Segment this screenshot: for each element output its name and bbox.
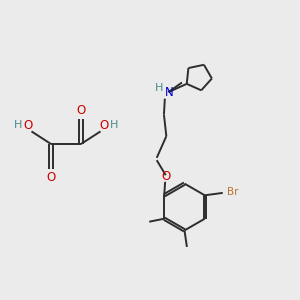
- Text: H: H: [110, 120, 118, 130]
- Text: H: H: [14, 120, 22, 130]
- Text: N: N: [165, 86, 173, 99]
- Text: O: O: [161, 170, 170, 183]
- Text: O: O: [23, 119, 32, 132]
- Text: Br: Br: [227, 187, 239, 197]
- Text: H: H: [155, 82, 164, 93]
- Text: O: O: [46, 171, 56, 184]
- Text: O: O: [76, 104, 85, 117]
- Text: O: O: [100, 119, 109, 132]
